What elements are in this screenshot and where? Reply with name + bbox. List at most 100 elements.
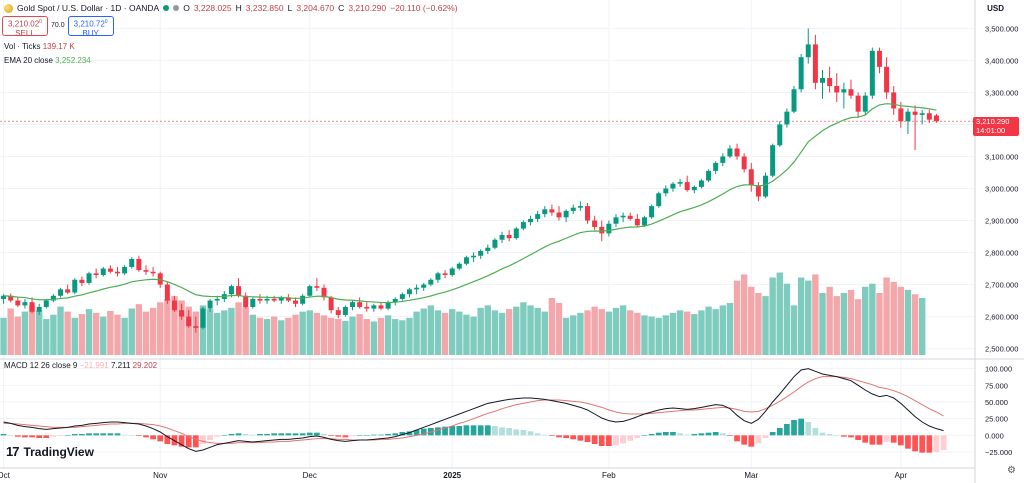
macd-hist-value: −21.991 (79, 361, 109, 370)
symbol-title[interactable]: Gold Spot / U.S. Dollar · 1D · OANDA (17, 3, 160, 13)
candle-body (250, 298, 256, 307)
candle-body (620, 215, 626, 218)
volume-bar (541, 311, 548, 355)
macd-tick-label: 100.000 (985, 365, 1012, 374)
macd-histogram-bar (192, 435, 199, 448)
candle-body (891, 92, 897, 109)
volume-bar (862, 286, 869, 355)
volume-bar (128, 308, 135, 355)
macd-histogram-bar (662, 432, 669, 436)
macd-histogram-bar (812, 428, 819, 436)
candle-body (143, 270, 149, 272)
volume-bar (114, 314, 121, 355)
macd-histogram-bar (249, 434, 256, 436)
volume-bar (0, 317, 7, 355)
sell-button[interactable]: 3,210.020 SELL (2, 16, 48, 38)
candle-body (50, 295, 56, 301)
price-tick-label: 3,100.000 (985, 152, 1018, 161)
volume-bar (399, 320, 406, 355)
candle-body (186, 316, 192, 327)
volume-bar (783, 283, 791, 355)
macd-histogram-bar (477, 425, 484, 436)
buy-price: 3,210.72 (73, 19, 105, 29)
macd-histogram-bar (940, 435, 947, 450)
macd-pane (0, 368, 947, 453)
candle-body (300, 295, 306, 304)
candle-body (414, 287, 420, 290)
macd-histogram-bar (371, 434, 377, 436)
macd-histogram-bar (335, 435, 342, 437)
candle-body (43, 300, 49, 307)
volume-bar (562, 317, 570, 355)
volume-bars (0, 272, 926, 355)
candle-body (293, 300, 299, 304)
volume-bar (135, 304, 143, 355)
macd-histogram-bar (221, 435, 228, 436)
macd-histogram-bar (776, 428, 783, 436)
volume-bar (235, 302, 242, 355)
macd-label: MACD 12 26 close 9 (4, 361, 78, 370)
buy-button[interactable]: 3,210.720 BUY (67, 16, 114, 38)
currency-label[interactable]: USD (987, 4, 1004, 13)
volume-bar (805, 280, 812, 355)
macd-histogram-bar (257, 434, 263, 436)
macd-histogram-bar (534, 433, 541, 436)
volume-bar (634, 312, 641, 355)
volume-bar (662, 315, 670, 355)
volume-bar (192, 311, 200, 355)
ema-line (3, 103, 937, 304)
candle-body (827, 78, 833, 87)
ema-legend[interactable]: EMA 20 close 3,252.234 (4, 56, 91, 66)
volume-bar (598, 309, 605, 355)
volume-bar (306, 310, 313, 355)
volume-bar (854, 299, 862, 355)
macd-histogram-bar (57, 435, 64, 436)
volume-bar (691, 314, 698, 355)
macd-histogram-bar (107, 433, 114, 436)
macd-histogram-bar (292, 433, 299, 436)
candle-body (193, 326, 199, 328)
macd-histogram-bar (833, 435, 840, 436)
volume-bar (363, 319, 370, 355)
volume-bar (491, 310, 499, 355)
volume-bar (392, 319, 399, 355)
candle-body (456, 263, 462, 269)
macd-histogram-bar (584, 435, 591, 442)
volume-value: 139.17 K (42, 42, 75, 51)
candle-body (577, 206, 583, 208)
macd-legend[interactable]: MACD 12 26 close 9 −21.991 7.211 29.202 (4, 361, 157, 371)
macd-histogram-bar (805, 422, 812, 436)
macd-histogram-bar (606, 435, 612, 446)
volume-bar (740, 274, 748, 355)
candle-body (385, 302, 391, 309)
macd-histogram-bar (36, 435, 43, 438)
candle-body (8, 295, 14, 301)
volume-bar (342, 320, 349, 355)
macd-tick-label: 75.000 (985, 381, 1008, 390)
candle-body (264, 298, 270, 301)
volume-bar (619, 305, 627, 355)
buy-price-sup: 0 (104, 19, 108, 25)
volume-bar (648, 316, 655, 355)
candle-body (79, 279, 85, 283)
settings-gear-icon[interactable]: ⚙ (1007, 465, 1016, 476)
macd-histogram-bar (200, 435, 206, 444)
volume-legend[interactable]: Vol · Ticks 139.17 K (4, 42, 75, 52)
time-tick-label: Feb (602, 471, 616, 480)
macd-histogram-bar (128, 435, 135, 436)
volume-bar (456, 311, 463, 355)
volume-bar (748, 286, 755, 355)
macd-histogram-bar (634, 435, 641, 438)
volume-bar (356, 314, 363, 355)
macd-histogram-bar (862, 435, 869, 443)
volume-bar (263, 319, 271, 355)
tradingview-branding[interactable]: 17 TradingView (6, 445, 94, 458)
candle-body (93, 273, 99, 275)
macd-histogram-bar (29, 435, 35, 438)
volume-bar (897, 286, 905, 355)
candle-body (364, 306, 370, 309)
macd-histogram-bar (826, 434, 833, 436)
volume-bar (513, 306, 520, 355)
candle-body (136, 258, 142, 271)
